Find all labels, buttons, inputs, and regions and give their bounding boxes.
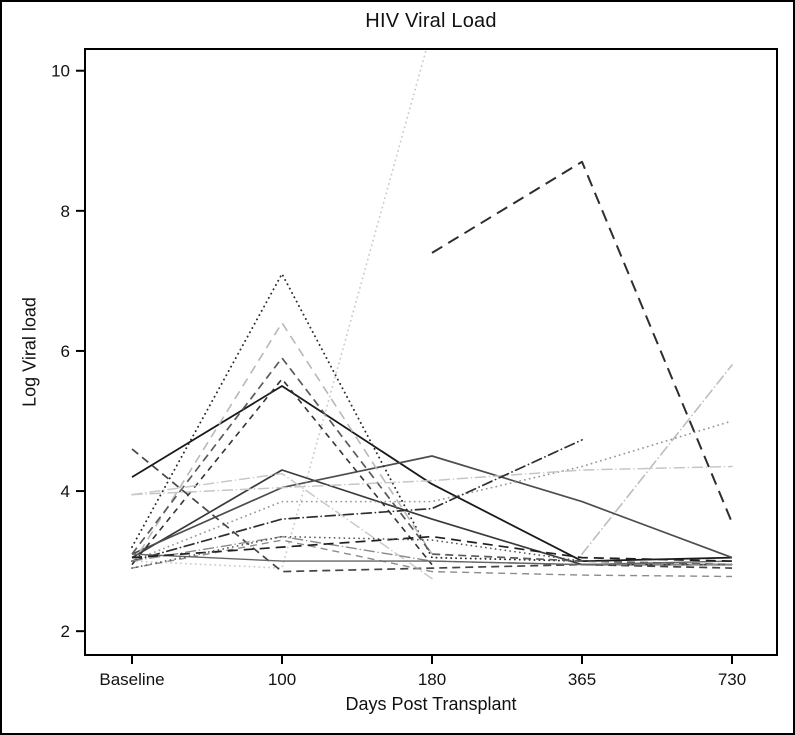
- series-line-patient-19: [131, 535, 733, 562]
- x-tick-label-365: 365: [568, 670, 596, 689]
- x-tick-label-baseline: Baseline: [99, 670, 164, 689]
- x-tick-label-730: 730: [718, 670, 746, 689]
- y-tick-label-2: 2: [61, 622, 70, 641]
- series-line-patient-07: [131, 378, 433, 566]
- series-line-patient-12: [131, 465, 733, 496]
- series-line-patient-11: [131, 420, 733, 562]
- axes: 2 4 6 8 10 Baseline 100 180 365 730: [51, 48, 778, 689]
- x-tick-label-180: 180: [418, 670, 446, 689]
- chart-title: HIV Viral Load: [365, 10, 497, 32]
- y-tick-label-8: 8: [61, 202, 70, 221]
- series-line-patient-06: [131, 357, 733, 566]
- series-line-patient-18: [131, 553, 733, 566]
- x-tick-label-100: 100: [268, 670, 296, 689]
- y-tick-label-4: 4: [61, 482, 70, 501]
- series-line-patient-03: [131, 455, 733, 559]
- series-line-patient-16: [131, 539, 733, 578]
- x-axis-title: Days Post Transplant: [345, 694, 517, 714]
- series-line-patient-10: [581, 364, 733, 555]
- y-tick-label-10: 10: [51, 62, 70, 81]
- y-axis-title: Log Viral load: [19, 297, 40, 407]
- series-line-patient-09: [431, 160, 733, 523]
- y-tick-label-6: 6: [61, 342, 70, 361]
- series-line-patient-15: [131, 472, 433, 580]
- series-line-patient-08: [131, 49, 428, 570]
- series-line-patient-02: [131, 469, 732, 566]
- series-line-patient-14: [131, 448, 733, 573]
- series-lines: [131, 49, 733, 580]
- series-line-patient-01: [131, 385, 733, 562]
- series-line-patient-13: [131, 439, 583, 562]
- series-line-patient-05: [131, 322, 433, 566]
